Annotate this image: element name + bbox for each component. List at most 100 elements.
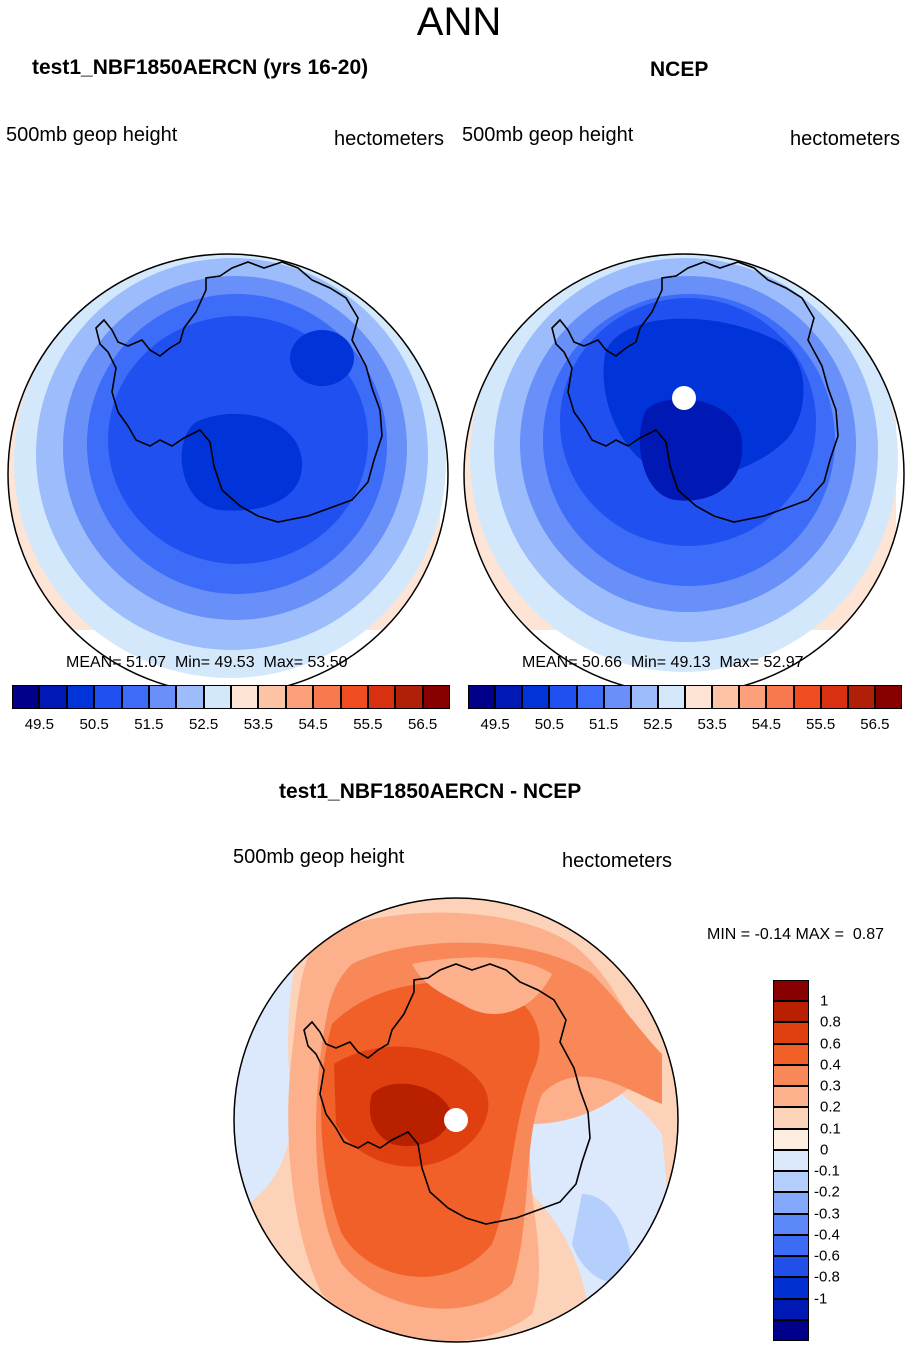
- colorbar-tick-label: -0.4: [814, 1226, 840, 1244]
- colorbar-swatch: [773, 980, 809, 1002]
- min-value: 49.53: [214, 654, 255, 671]
- colorbar-panel2-ticks: 49.5 50.5 51.5 52.5 53.5 54.5 55.5 56.5: [468, 716, 902, 736]
- max-value: 53.50: [307, 654, 348, 671]
- colorbar-tick-label: 0.6: [820, 1035, 841, 1053]
- colorbar-swatch: [549, 685, 577, 709]
- colorbar-swatch: [773, 1064, 809, 1087]
- panel2-stats: MEAN= 50.66 Min= 49.13 Max= 52.97: [522, 654, 804, 672]
- colorbar-swatch: [773, 1256, 809, 1278]
- colorbar-swatch: [773, 1107, 809, 1129]
- colorbar-tick-label: 0: [820, 1141, 829, 1159]
- colorbar-swatch: [766, 685, 794, 709]
- antarctica-coastline: [551, 261, 839, 523]
- colorbar-tick-label: 49.5: [480, 716, 510, 733]
- colorbar-difference-ticks: 1 0.8 0.6 0.4 0.3 0.2 0.1 0 -0.1 -0.2 -0.3 -0.4 -0.6…: [814, 980, 874, 1341]
- panel1-units-label: hectometers: [334, 128, 445, 150]
- page-title: ANN: [416, 0, 502, 44]
- colorbar-swatch: [603, 685, 631, 709]
- map-panel2: [463, 253, 905, 695]
- colorbar-panel1: [12, 685, 450, 709]
- colorbar-swatch: [874, 685, 902, 709]
- colorbar-swatch: [495, 685, 523, 709]
- colorbar-swatch: [313, 685, 341, 709]
- panel2-variable-label: 500mb geop height: [462, 124, 634, 146]
- colorbar-tick-label: 56.5: [408, 716, 438, 733]
- colorbar-swatch: [773, 1149, 809, 1172]
- colorbar-swatch: [285, 685, 314, 709]
- colorbar-tick-label: 53.5: [697, 716, 727, 733]
- colorbar-swatch: [121, 685, 149, 709]
- colorbar-swatch: [94, 685, 122, 709]
- colorbar-tick-label: 53.5: [243, 716, 273, 733]
- panel3-stats: MIN = -0.14 MAX = 0.87: [707, 926, 884, 944]
- colorbar-swatch: [231, 685, 259, 709]
- colorbar-swatch: [773, 1022, 809, 1044]
- max-value: 0.87: [852, 926, 884, 943]
- panel1-stats: MEAN= 51.07 Min= 49.53 Max= 53.50: [66, 654, 348, 672]
- colorbar-swatch: [422, 685, 450, 709]
- colorbar-panel1-ticks: 49.5 50.5 51.5 52.5 53.5 54.5 55.5 56.5: [12, 716, 450, 736]
- colorbar-swatch: [367, 685, 396, 709]
- colorbar-swatch: [685, 685, 713, 709]
- colorbar-swatch: [773, 1277, 809, 1299]
- colorbar-tick-label: -0.1: [814, 1162, 840, 1180]
- colorbar-swatch: [820, 685, 848, 709]
- colorbar-swatch: [773, 1234, 809, 1257]
- contour-band-0-3-inner: [412, 957, 552, 1014]
- panel3-variable-label: 500mb geop height: [233, 846, 405, 868]
- colorbar-tick-label: 50.5: [79, 716, 109, 733]
- colorbar-difference: [773, 980, 809, 1341]
- min-label: Min=: [630, 654, 667, 671]
- colorbar-tick-label: 54.5: [298, 716, 328, 733]
- map-panel3-boundary: [233, 897, 679, 1343]
- colorbar-swatch: [773, 1298, 809, 1320]
- colorbar-swatch: [522, 685, 550, 709]
- colorbar-swatch: [712, 685, 740, 709]
- colorbar-swatch: [148, 685, 177, 709]
- colorbar-swatch: [39, 685, 67, 709]
- panel2-units-label: hectometers: [790, 128, 901, 150]
- colorbar-swatch: [739, 685, 767, 709]
- colorbar-swatch: [773, 1086, 809, 1108]
- colorbar-tick-label: -0.8: [814, 1268, 840, 1286]
- mean-value: 50.66: [582, 654, 623, 671]
- colorbar-swatch: [773, 1043, 809, 1065]
- colorbar-tick-label: 0.3: [820, 1077, 841, 1095]
- colorbar-tick-label: 51.5: [589, 716, 619, 733]
- colorbar-swatch: [773, 1171, 809, 1193]
- colorbar-tick-label: 55.5: [353, 716, 383, 733]
- colorbar-tick-label: 1: [820, 992, 829, 1010]
- colorbar-tick-label: 0.1: [820, 1120, 841, 1138]
- pole-missing-data-marker: [672, 386, 696, 410]
- colorbar-swatch: [395, 685, 423, 709]
- colorbar-tick-label: 0.2: [820, 1098, 841, 1116]
- colorbar-swatch: [203, 685, 231, 709]
- colorbar-swatch: [576, 685, 604, 709]
- panel1-variable-label: 500mb geop height: [6, 124, 178, 146]
- max-label: Max=: [719, 654, 760, 671]
- colorbar-swatch: [66, 685, 95, 709]
- colorbar-tick-label: -0.2: [814, 1183, 840, 1201]
- colorbar-tick-label: 49.5: [24, 716, 54, 733]
- min-label: MIN =: [707, 926, 751, 943]
- map-panel3: [233, 897, 679, 1343]
- colorbar-tick-label: -1: [814, 1290, 828, 1308]
- min-value: -0.14: [754, 926, 792, 943]
- min-value: 49.13: [670, 654, 711, 671]
- panel2-title: NCEP: [650, 58, 709, 81]
- colorbar-tick-label: 56.5: [860, 716, 890, 733]
- contour-band-49-5: [639, 399, 743, 501]
- colorbar-tick-label: 0.4: [820, 1056, 841, 1074]
- panel1-title: test1_NBF1850AERCN (yrs 16-20): [32, 56, 369, 79]
- colorbar-tick-label: 50.5: [534, 716, 564, 733]
- colorbar-tick-label: 54.5: [751, 716, 781, 733]
- colorbar-swatch: [630, 685, 658, 709]
- colorbar-swatch: [773, 1192, 809, 1214]
- contour-band-neg-0-2: [572, 1194, 632, 1283]
- min-label: Min=: [174, 654, 211, 671]
- max-value: 52.97: [763, 654, 804, 671]
- antarctica-coastline: [95, 261, 383, 523]
- colorbar-tick-label: -0.6: [814, 1247, 840, 1265]
- colorbar-swatch: [793, 685, 821, 709]
- colorbar-swatch: [258, 685, 286, 709]
